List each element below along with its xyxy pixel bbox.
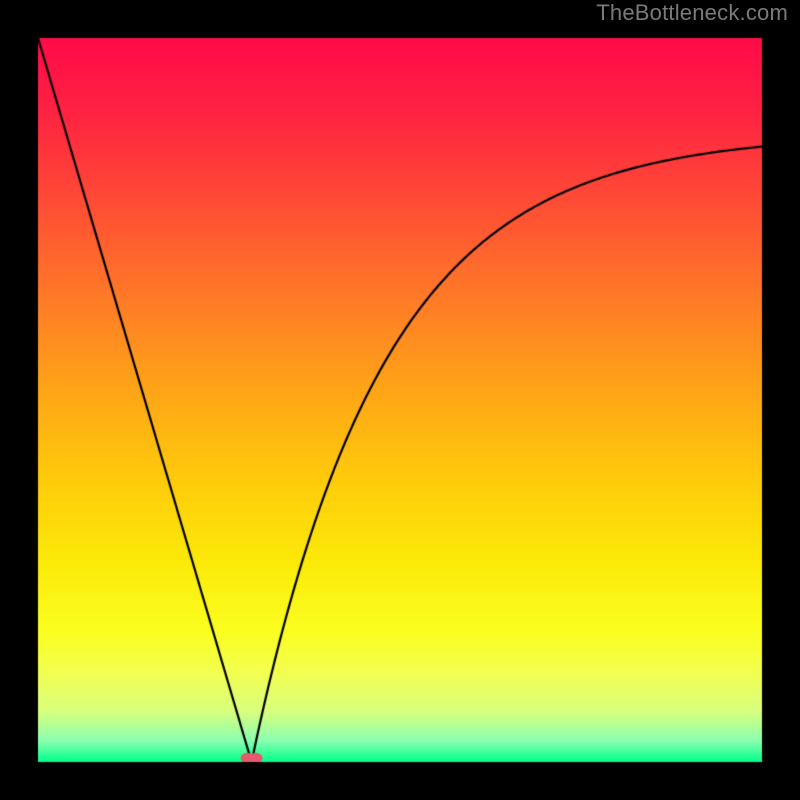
chart-container: TheBottleneck.com [0, 0, 800, 800]
watermark-text: TheBottleneck.com [596, 0, 788, 26]
bottleneck-curve-chart [0, 0, 800, 800]
